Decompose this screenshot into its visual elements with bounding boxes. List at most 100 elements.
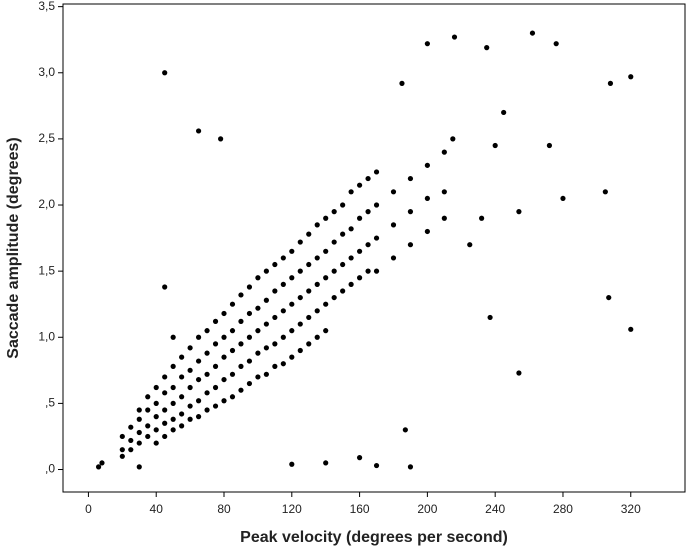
point — [479, 215, 485, 221]
point — [297, 294, 303, 301]
point — [238, 341, 244, 347]
point — [297, 321, 303, 327]
point — [179, 411, 185, 417]
point — [246, 284, 253, 290]
point — [246, 334, 253, 340]
point — [212, 341, 219, 347]
point — [450, 136, 456, 142]
point — [136, 407, 142, 413]
point — [280, 308, 286, 314]
point — [441, 189, 447, 195]
point — [407, 242, 414, 248]
point — [323, 301, 329, 307]
point — [399, 80, 405, 86]
point — [229, 301, 236, 307]
point — [297, 239, 303, 245]
point — [348, 226, 354, 232]
point — [272, 314, 278, 321]
point — [306, 231, 312, 237]
point — [145, 394, 151, 400]
point — [373, 235, 380, 241]
y-tick-label: ,0 — [45, 462, 55, 476]
point — [263, 371, 269, 377]
point — [340, 261, 346, 268]
point — [119, 447, 125, 453]
point — [289, 461, 295, 467]
x-tick-label: 40 — [150, 502, 164, 516]
point — [356, 182, 363, 188]
point — [212, 384, 219, 391]
point — [179, 423, 185, 429]
x-tick-label: 0 — [85, 502, 92, 516]
point — [162, 390, 168, 396]
point — [136, 440, 142, 446]
point — [280, 281, 286, 287]
point — [323, 215, 329, 221]
point — [365, 268, 371, 274]
point — [255, 305, 261, 311]
point — [162, 70, 168, 76]
point — [272, 261, 278, 268]
y-tick-label: 3,0 — [38, 65, 55, 79]
point — [95, 464, 102, 470]
point — [306, 261, 312, 268]
point — [306, 288, 312, 294]
point — [162, 374, 168, 380]
y-tick-label: 2,5 — [38, 131, 55, 145]
y-axis-title: Saccade amplitude (degrees) — [5, 137, 22, 358]
y-tick-label: 2,0 — [38, 197, 55, 211]
point — [516, 370, 522, 376]
point — [340, 231, 346, 237]
point — [153, 440, 159, 446]
point — [467, 242, 473, 248]
point — [170, 416, 176, 422]
point — [263, 297, 269, 303]
point — [195, 334, 202, 340]
point — [246, 380, 253, 387]
point — [229, 371, 236, 377]
point — [153, 384, 159, 391]
x-tick-label: 200 — [417, 502, 437, 516]
x-tick-label: 240 — [485, 502, 505, 516]
point — [246, 310, 253, 317]
point — [255, 275, 261, 281]
point — [340, 288, 346, 294]
point — [356, 455, 363, 461]
point — [289, 248, 295, 254]
point — [238, 387, 244, 393]
point — [365, 209, 371, 215]
point — [195, 376, 202, 383]
plot-frame — [62, 3, 686, 493]
point — [263, 321, 269, 327]
point — [204, 407, 210, 413]
point — [297, 268, 303, 274]
point — [331, 268, 337, 274]
point — [246, 358, 253, 364]
point — [373, 202, 380, 208]
point — [373, 169, 380, 175]
point — [162, 284, 168, 290]
point — [170, 400, 176, 406]
point — [356, 215, 363, 221]
point — [323, 460, 329, 466]
point — [424, 195, 430, 202]
point — [407, 175, 414, 182]
point — [323, 275, 329, 281]
y-tick-label: 3,5 — [38, 0, 55, 13]
point — [373, 268, 380, 274]
point — [272, 288, 278, 294]
point — [356, 248, 363, 254]
point — [187, 345, 193, 351]
point — [628, 326, 634, 332]
point — [145, 423, 151, 429]
point — [179, 374, 185, 380]
point — [390, 222, 397, 228]
point — [170, 427, 176, 433]
point — [331, 209, 337, 215]
point — [162, 407, 168, 413]
point — [280, 255, 286, 261]
point — [212, 318, 219, 324]
point — [153, 400, 159, 406]
point — [229, 347, 236, 354]
